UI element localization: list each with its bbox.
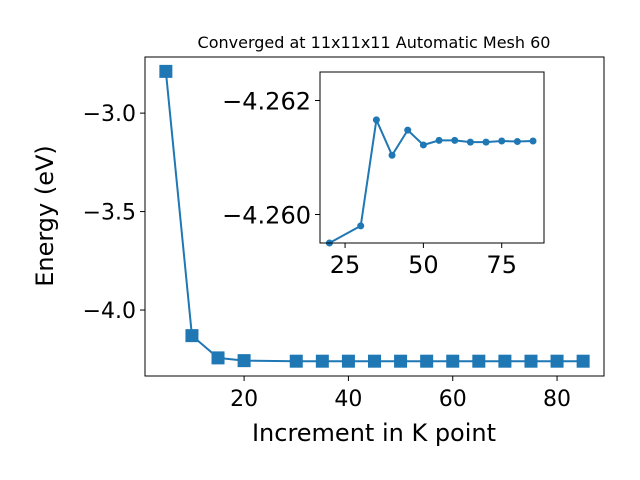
data-point [435, 136, 443, 144]
main-ticks: 20 40 60 80 −4.0 −3.5 −3.0 [83, 102, 571, 412]
data-point [550, 354, 564, 368]
y-axis-label: Energy (eV) [31, 145, 59, 287]
data-point [211, 351, 225, 365]
main-axes-frame [144, 56, 605, 377]
data-point [498, 354, 512, 368]
data-point [529, 137, 537, 145]
data-point [159, 64, 173, 78]
data-point [513, 138, 521, 146]
y-tick-label: −4.260 [222, 202, 311, 230]
data-point [388, 151, 396, 159]
data-point [394, 354, 408, 368]
main-axes: Converged at 11x11x11 Automatic Mesh 60 … [31, 33, 605, 447]
data-point [482, 138, 490, 146]
data-point [451, 136, 459, 144]
data-point [466, 138, 474, 146]
x-tick-label: 50 [408, 251, 439, 279]
data-point [368, 354, 381, 368]
data-point [185, 329, 199, 343]
x-tick-label: 80 [543, 387, 571, 412]
data-point [446, 354, 460, 368]
data-point [498, 137, 506, 145]
main-plot-area [159, 64, 590, 368]
inset-ticks: 25 50 75 −4.260 −4.262 [222, 88, 517, 280]
inset-axes: 25 50 75 −4.260 −4.262 [222, 71, 545, 280]
x-tick-label: 40 [334, 387, 362, 412]
data-point [404, 126, 412, 134]
x-tick-label: 20 [230, 387, 258, 412]
y-tick-label: −4.262 [222, 88, 311, 116]
x-tick-label: 75 [486, 251, 517, 279]
series-line [164, 71, 584, 363]
data-point [289, 354, 303, 368]
data-point [524, 354, 538, 368]
data-point [372, 116, 380, 124]
data-point [472, 354, 486, 368]
data-point [357, 222, 365, 230]
data-point [420, 354, 434, 368]
data-point [315, 354, 329, 368]
x-tick-label: 25 [330, 251, 361, 279]
y-tick-label: −4.0 [83, 299, 136, 324]
x-tick-label: 60 [439, 387, 467, 412]
y-tick-label: −3.0 [83, 102, 136, 127]
data-point [419, 141, 427, 149]
x-axis-label: Increment in K point [252, 419, 496, 447]
inset-axes-frame [319, 71, 545, 244]
chart-title: Converged at 11x11x11 Automatic Mesh 60 [198, 33, 551, 52]
data-point [341, 354, 355, 368]
data-point [576, 354, 590, 368]
inset-background [320, 72, 544, 243]
y-tick-label: −3.5 [83, 201, 136, 226]
data-point [237, 354, 251, 368]
